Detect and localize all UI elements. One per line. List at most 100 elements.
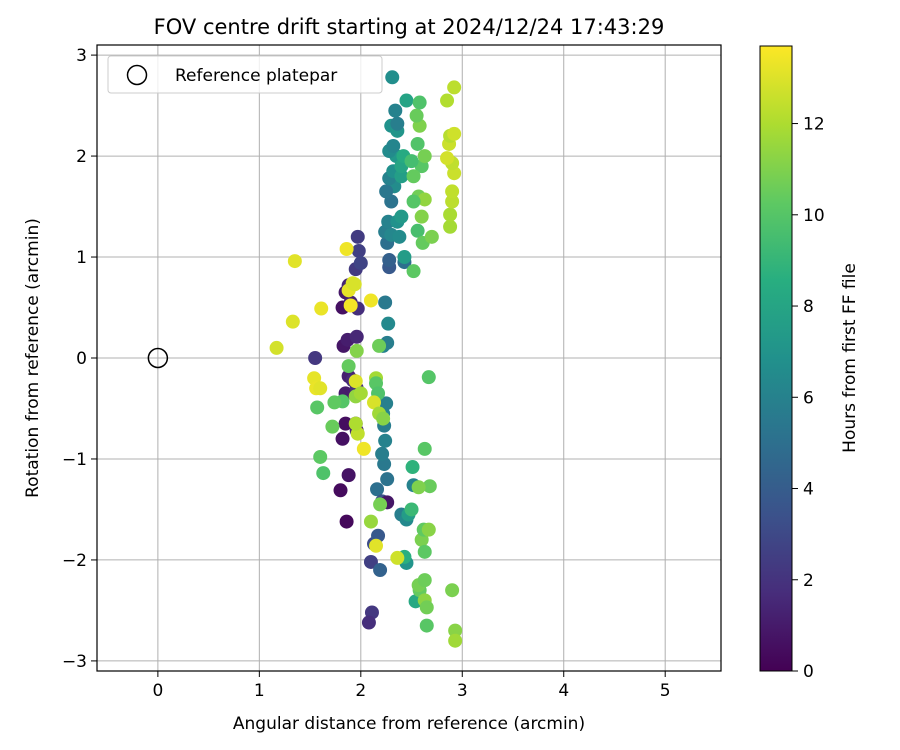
data-point <box>325 419 340 434</box>
data-point <box>385 70 400 85</box>
reference-marker <box>147 347 169 369</box>
data-point <box>448 633 463 648</box>
chart-title: FOV centre drift starting at 2024/12/24 … <box>154 15 665 39</box>
data-point <box>333 483 348 498</box>
data-point <box>409 108 424 123</box>
x-tick-label: 5 <box>660 681 671 701</box>
data-point <box>417 149 432 164</box>
data-point <box>419 618 434 633</box>
y-tick-label: 3 <box>76 46 87 66</box>
data-point <box>386 138 401 153</box>
y-tick-label: −1 <box>62 450 87 470</box>
data-point <box>356 441 371 456</box>
data-point <box>406 264 421 279</box>
colorbar-gradient <box>759 45 793 672</box>
data-point <box>414 209 429 224</box>
data-points <box>147 70 463 648</box>
data-point <box>410 223 425 238</box>
colorbar: 0 2 4 6 8 10 12 Hours from first FF file <box>759 45 860 682</box>
data-point <box>379 396 394 411</box>
data-point <box>378 295 393 310</box>
data-point <box>422 479 437 494</box>
data-point <box>421 522 436 537</box>
data-point <box>424 229 439 244</box>
colorbar-tick-label: 4 <box>803 480 814 500</box>
data-point <box>285 314 300 329</box>
data-point <box>347 277 362 292</box>
data-point <box>440 151 455 166</box>
y-axis-ticks: −3 −2 −1 0 1 2 3 <box>62 46 97 672</box>
colorbar-tick-label: 12 <box>803 115 825 135</box>
data-point <box>445 583 460 598</box>
legend: Reference platepar <box>107 55 383 94</box>
data-point <box>404 154 419 169</box>
data-point <box>350 229 365 244</box>
data-point <box>448 623 463 638</box>
data-point <box>417 441 432 456</box>
data-point <box>313 381 328 396</box>
data-point <box>405 460 420 475</box>
data-point <box>363 514 378 529</box>
x-tick-label: 0 <box>152 681 163 701</box>
data-point <box>406 169 421 184</box>
data-point <box>343 298 358 313</box>
y-tick-label: −3 <box>62 652 87 672</box>
legend-label: Reference platepar <box>175 66 337 86</box>
x-tick-label: 1 <box>254 681 265 701</box>
data-point <box>390 116 405 131</box>
data-point <box>339 241 354 256</box>
data-point <box>310 400 325 415</box>
data-point <box>348 374 363 389</box>
x-tick-label: 3 <box>457 681 468 701</box>
data-point <box>443 207 458 222</box>
data-point <box>335 431 350 446</box>
data-point <box>372 338 387 353</box>
data-point <box>392 229 407 244</box>
data-point <box>327 395 342 410</box>
data-point <box>341 359 356 374</box>
data-point <box>406 194 421 209</box>
data-point <box>404 502 419 517</box>
colorbar-tick-label: 10 <box>803 206 825 226</box>
data-point <box>314 301 329 316</box>
data-point <box>380 472 395 487</box>
legend-box <box>107 55 383 94</box>
legend-marker-icon <box>126 64 148 86</box>
data-point <box>338 416 353 431</box>
data-point <box>348 416 363 431</box>
data-point <box>341 468 356 483</box>
data-point <box>394 209 409 224</box>
data-point <box>381 316 396 331</box>
x-axis-label: Angular distance from reference (arcmin) <box>233 714 585 734</box>
data-point <box>443 219 458 234</box>
data-point <box>373 563 388 578</box>
data-point <box>316 466 331 481</box>
data-point <box>353 386 368 401</box>
data-point <box>349 343 364 358</box>
data-point <box>397 250 412 265</box>
data-point <box>379 184 394 199</box>
colorbar-tick-label: 8 <box>803 297 814 317</box>
y-tick-label: 2 <box>76 147 87 167</box>
data-point <box>363 293 378 308</box>
y-tick-label: −2 <box>62 551 87 571</box>
colorbar-tick-label: 2 <box>803 571 814 591</box>
data-point <box>339 514 354 529</box>
plot-frame <box>96 44 722 672</box>
data-point <box>269 340 284 355</box>
data-point <box>369 538 384 553</box>
data-point <box>440 93 455 108</box>
data-point <box>351 243 366 258</box>
data-point <box>388 103 403 118</box>
data-point <box>363 554 378 569</box>
data-point <box>375 446 390 461</box>
data-point <box>308 351 323 365</box>
colorbar-tick-label: 6 <box>803 388 814 408</box>
data-point <box>447 80 462 95</box>
colorbar-tick-label: 0 <box>803 662 814 682</box>
x-axis-ticks: 0 1 2 3 4 5 <box>152 671 671 701</box>
x-tick-label: 2 <box>355 681 366 701</box>
data-point <box>373 497 388 512</box>
